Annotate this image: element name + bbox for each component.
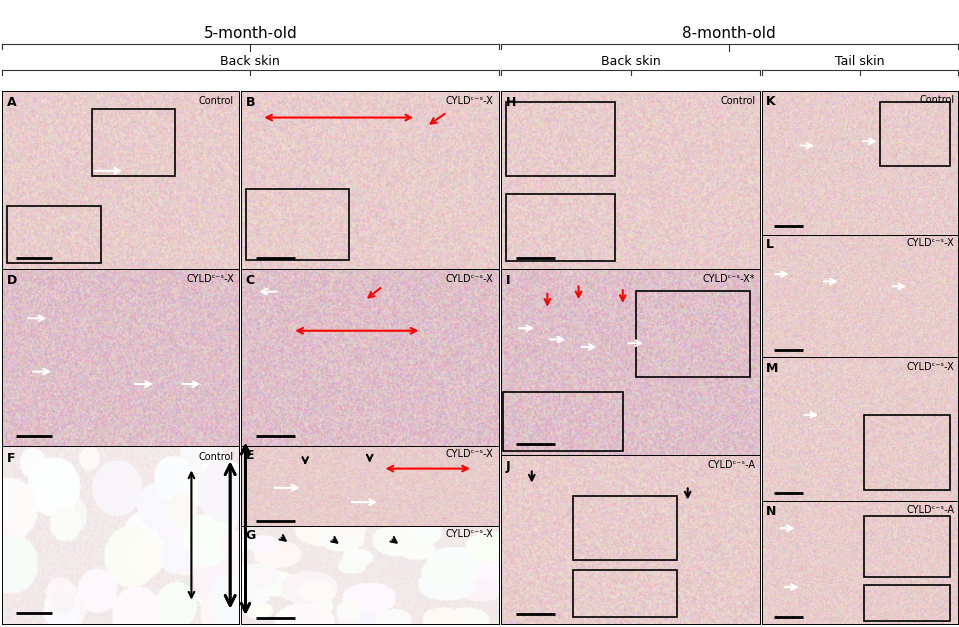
Text: Control: Control: [199, 96, 234, 106]
Bar: [864, 516, 950, 577]
Text: 8-month-old: 8-month-old: [683, 26, 776, 41]
Text: CYLDᶜ⁻ˢ-A: CYLDᶜ⁻ˢ-A: [708, 460, 756, 470]
Text: E: E: [246, 448, 254, 461]
Bar: [505, 102, 615, 176]
Text: Control: Control: [199, 451, 234, 461]
Text: 5-month-old: 5-month-old: [203, 26, 297, 41]
Bar: [573, 570, 677, 617]
Text: D: D: [7, 274, 17, 287]
Text: CYLDᶜ⁻ˢ-X: CYLDᶜ⁻ˢ-X: [446, 529, 494, 539]
Text: G: G: [246, 529, 256, 542]
Text: CYLDᶜ⁻ˢ-X: CYLDᶜ⁻ˢ-X: [906, 362, 954, 372]
Text: I: I: [505, 274, 510, 287]
Bar: [573, 495, 677, 560]
Bar: [92, 108, 175, 176]
Text: F: F: [7, 451, 15, 465]
Bar: [503, 392, 622, 451]
Text: CYLDᶜ⁻ˢ-X: CYLDᶜ⁻ˢ-X: [446, 274, 494, 284]
Text: A: A: [7, 96, 16, 109]
Text: K: K: [766, 95, 776, 108]
Text: CYLDᶜ⁻ˢ-X: CYLDᶜ⁻ˢ-X: [446, 448, 494, 458]
Text: H: H: [505, 96, 516, 109]
Text: CYLDᶜ⁻ˢ-X*: CYLDᶜ⁻ˢ-X*: [703, 274, 756, 284]
Text: Control: Control: [919, 95, 954, 105]
Bar: [246, 189, 349, 260]
Text: CYLDᶜ⁻ˢ-A: CYLDᶜ⁻ˢ-A: [906, 505, 954, 515]
Text: C: C: [246, 274, 255, 287]
Text: J: J: [505, 460, 510, 473]
Bar: [505, 194, 615, 261]
Bar: [864, 415, 950, 490]
Bar: [864, 584, 950, 621]
Text: CYLDᶜ⁻ˢ-X: CYLDᶜ⁻ˢ-X: [186, 274, 234, 284]
Text: Tail skin: Tail skin: [835, 55, 885, 68]
Text: Back skin: Back skin: [600, 55, 661, 68]
Text: L: L: [766, 238, 774, 251]
Text: Control: Control: [720, 96, 756, 106]
Text: CYLDᶜ⁻ˢ-X: CYLDᶜ⁻ˢ-X: [446, 96, 494, 106]
Bar: [636, 291, 750, 377]
Bar: [879, 102, 950, 166]
Text: N: N: [766, 505, 777, 518]
Bar: [7, 206, 102, 263]
Text: CYLDᶜ⁻ˢ-X: CYLDᶜ⁻ˢ-X: [906, 238, 954, 248]
Text: Back skin: Back skin: [221, 55, 280, 68]
Text: B: B: [246, 96, 255, 109]
Text: M: M: [766, 362, 779, 375]
